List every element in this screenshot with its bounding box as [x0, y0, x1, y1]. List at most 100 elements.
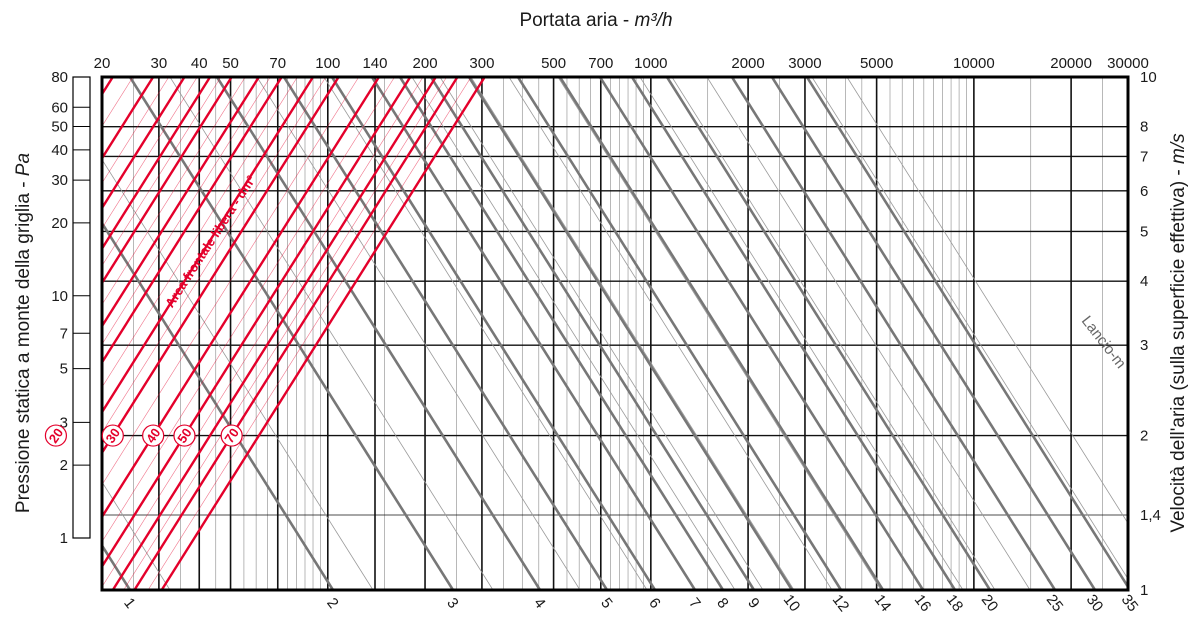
throw-line [128, 77, 455, 590]
area-line-thin [102, 77, 360, 486]
area-line-thin [147, 77, 472, 590]
left-tick-label: 1 [60, 530, 68, 547]
top-tick-label: 40 [191, 55, 208, 72]
right-axis-ticks: 1 1,4 2 3 4 5 6 7 8 10 [1140, 69, 1161, 599]
throw-line-thin [470, 77, 795, 590]
right-tick-label: 3 [1140, 337, 1148, 354]
left-tick-label: 80 [51, 69, 68, 86]
top-tick-label: 70 [269, 55, 286, 72]
area-line-thin [102, 77, 327, 433]
area-line [133, 77, 459, 590]
area-line-thin [123, 77, 447, 590]
throw-line [665, 77, 992, 590]
bottom-tick-label: 30 [1083, 591, 1107, 615]
area-value-text: 50 [174, 425, 195, 445]
right-tick-label: 1 [1140, 582, 1148, 599]
throw-line [282, 77, 609, 590]
top-tick-label: 100 [315, 55, 340, 72]
throw-line-thin [411, 77, 736, 590]
left-axis-title-unit: Pa [13, 153, 34, 176]
area-line [102, 77, 412, 569]
plot-area [0, 77, 1128, 590]
bottom-tick-label: 12 [829, 591, 853, 615]
area-value-label: 20 [44, 424, 68, 447]
throw-line-thin [557, 77, 882, 590]
bottom-tick-label: 14 [871, 591, 895, 615]
right-tick-label: 10 [1140, 69, 1157, 86]
left-tick-label: 2 [60, 457, 68, 474]
throw-line-thin [508, 77, 833, 590]
throw-lines [102, 77, 1128, 590]
throw-line-thin [102, 158, 374, 590]
bottom-axis-ticks: 1 2 3 4 5 6 7 8 9 10 12 14 16 18 20 25 30 35 [120, 591, 1141, 615]
area-line-thin [102, 77, 198, 229]
area-value-text: 40 [143, 425, 164, 445]
area-value-text: 70 [221, 425, 242, 445]
left-tick-label: 7 [60, 325, 68, 342]
right-tick-label: 4 [1140, 273, 1148, 290]
bottom-tick-label: 10 [780, 591, 804, 615]
bottom-tick-label: 5 [597, 595, 616, 612]
throw-line [102, 220, 335, 590]
top-tick-label: 30 [151, 55, 168, 72]
throw-line-thin [169, 77, 494, 590]
left-tick-label: 40 [51, 142, 68, 159]
throw-line [398, 77, 725, 590]
top-tick-label: 20000 [1050, 55, 1092, 72]
bottom-tick-label: 2 [323, 595, 342, 612]
left-tick-label: 30 [51, 172, 68, 189]
area-line [102, 77, 186, 211]
area-line [102, 77, 315, 415]
left-tick-label: 50 [51, 118, 68, 135]
throw-line [370, 77, 697, 590]
top-tick-label: 700 [588, 55, 613, 72]
area-line-thin [102, 77, 395, 543]
left-tick-label: 3 [60, 414, 68, 431]
plot-frame [100, 75, 1130, 592]
throw-line-thin [846, 77, 1128, 525]
area-value-circle [142, 424, 165, 447]
throw-line [805, 77, 1128, 590]
area-line [111, 77, 437, 590]
top-axis-title-unit: m³/h [635, 10, 673, 31]
bottom-tick-label: 16 [911, 591, 935, 615]
top-tick-label: 5000 [860, 55, 893, 72]
right-tick-label: 6 [1140, 183, 1148, 200]
area-line-thin [0, 77, 3, 590]
bottom-tick-label: 7 [685, 595, 704, 612]
area-value-label: 70 [220, 424, 243, 447]
throw-line-thin [811, 77, 1128, 580]
area-labels: 0,40,6123458102030405070 [44, 424, 243, 447]
right-axis-title-text: Velocità dell'aria (sulla superficie eff… [1168, 164, 1189, 533]
top-axis-title-text: Portata aria - [519, 10, 634, 31]
area-line [102, 77, 233, 286]
throw-line [730, 77, 1057, 590]
bottom-tick-label: 35 [1118, 591, 1142, 615]
area-line-thin [102, 77, 222, 267]
area-lines [0, 77, 486, 590]
area-value-label: 40 [142, 424, 165, 447]
left-tick-label: 20 [51, 215, 68, 232]
top-tick-label: 500 [541, 55, 566, 72]
area-value-circle [173, 424, 196, 447]
throw-line-thin [639, 77, 964, 590]
area-line [160, 77, 486, 590]
throw-line [516, 77, 843, 590]
bottom-tick-label: 18 [943, 591, 967, 615]
top-tick-label: 3000 [788, 55, 821, 72]
area-line [102, 77, 380, 520]
top-tick-label: 1000 [634, 55, 667, 72]
left-pressure-scale: 1 2 3 5 7 10 20 30 40 50 60 80 [51, 69, 91, 547]
area-line [102, 77, 340, 455]
right-tick-label: 1,4 [1140, 507, 1161, 524]
throw-line [215, 77, 542, 590]
bottom-tick-label: 6 [645, 595, 664, 612]
area-line [102, 77, 260, 329]
top-axis-title: Portata aria - m³/h [519, 10, 672, 31]
bottom-tick-label: 9 [744, 595, 763, 612]
right-axis-title-unit: m/s [1168, 133, 1189, 164]
left-axis-title-text: Pressione statica a monte della griglia … [13, 176, 34, 513]
right-tick-label: 8 [1140, 119, 1148, 136]
throw-line-thin [671, 77, 996, 590]
